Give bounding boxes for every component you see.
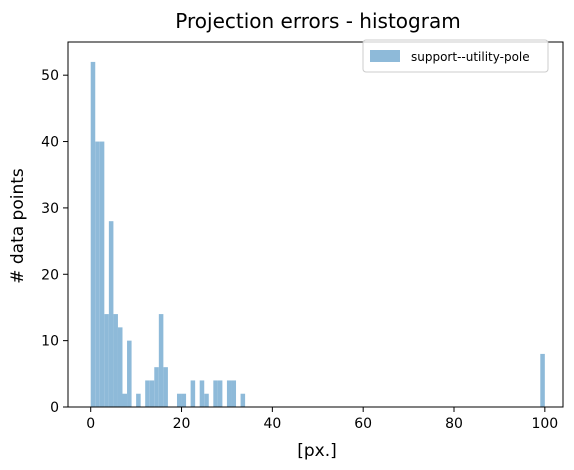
histogram-bar (213, 380, 218, 407)
histogram-bar (177, 394, 182, 407)
y-tick-label: 30 (41, 201, 59, 217)
histogram-bar (100, 142, 105, 407)
histogram-bar (113, 314, 118, 407)
histogram-bar (540, 354, 545, 407)
histogram-bar (154, 367, 159, 407)
y-axis-ticks: 0 10 20 30 40 50 (41, 68, 68, 416)
histogram-bar (95, 142, 100, 407)
plot-frame (68, 42, 563, 407)
histogram-bar (150, 380, 155, 407)
histogram-bar (191, 380, 196, 407)
chart-title: Projection errors - histogram (175, 9, 460, 33)
y-axis-label: # data points (8, 168, 28, 284)
histogram-bar (200, 380, 205, 407)
histogram-bar (145, 380, 150, 407)
legend-swatch (370, 50, 400, 62)
histogram-bar (136, 394, 141, 407)
histogram-bar (109, 221, 114, 407)
histogram-bar (163, 367, 168, 407)
histogram-bar (118, 327, 123, 407)
histogram-bar (241, 394, 246, 407)
y-tick-label: 0 (50, 400, 59, 416)
legend-entry-label: support--utility-pole (411, 50, 530, 64)
y-tick-label: 50 (41, 68, 59, 84)
x-axis-ticks: 0 20 40 60 80 100 (86, 407, 558, 432)
x-tick-label: 60 (354, 416, 372, 432)
y-tick-label: 40 (41, 135, 59, 151)
histogram-bars (91, 62, 545, 407)
histogram-bar (91, 62, 96, 407)
y-tick-label: 10 (41, 334, 59, 350)
histogram-bar (123, 394, 128, 407)
histogram-bar (204, 394, 209, 407)
x-tick-label: 20 (173, 416, 191, 432)
x-axis-label: [px.] (297, 441, 337, 461)
histogram-bar (127, 341, 132, 407)
histogram-bar (231, 380, 236, 407)
histogram-bar (159, 314, 164, 407)
x-tick-label: 0 (86, 416, 95, 432)
histogram-bar (227, 380, 232, 407)
histogram-bar (182, 394, 187, 407)
y-tick-label: 20 (41, 267, 59, 283)
histogram-bar (104, 314, 109, 407)
legend: support--utility-pole (363, 40, 548, 72)
x-tick-label: 80 (445, 416, 463, 432)
histogram-bar (218, 380, 223, 407)
x-tick-label: 100 (531, 416, 558, 432)
x-tick-label: 40 (263, 416, 281, 432)
